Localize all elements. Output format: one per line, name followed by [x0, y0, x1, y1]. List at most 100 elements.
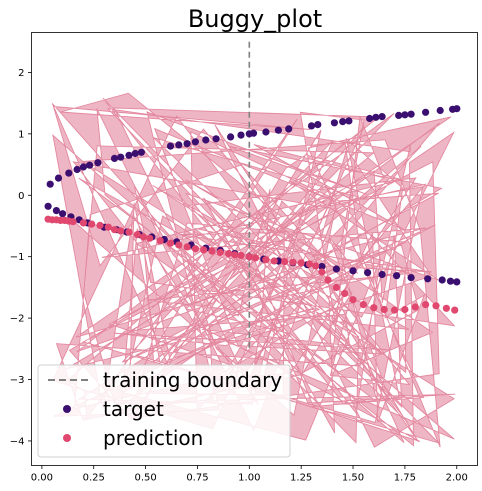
x-tick-label-8: 2.00 [446, 473, 468, 484]
prediction-point-27 [237, 252, 244, 259]
prediction-point-49 [432, 302, 439, 309]
target-point-16 [202, 136, 209, 143]
prediction-point-25 [225, 250, 232, 257]
target-point-65 [364, 269, 371, 276]
prediction-point-47 [412, 303, 419, 310]
prediction-point-11 [111, 226, 118, 233]
prediction-point-8 [88, 221, 95, 228]
x-tick-label-2: 0.50 [134, 473, 156, 484]
x-tick-label-4: 1.00 [238, 473, 260, 484]
target-point-39 [453, 105, 460, 112]
target-point-12 [167, 143, 174, 150]
prediction-point-13 [125, 229, 132, 236]
prediction-point-43 [370, 304, 377, 311]
target-point-25 [308, 122, 315, 129]
prediction-point-9 [96, 222, 103, 229]
target-point-42 [59, 210, 66, 217]
prediction-point-48 [422, 301, 429, 308]
y-tick-label-6: −4 [10, 436, 25, 447]
legend-boundary-label: training boundary [103, 368, 282, 392]
target-point-6 [94, 159, 101, 166]
legend-prediction-label: prediction [103, 426, 203, 450]
prediction-point-50 [443, 305, 450, 312]
target-point-27 [331, 119, 338, 126]
x-tick-label-3: 0.75 [186, 473, 208, 484]
legend-target-label: target [103, 397, 164, 421]
prediction-point-19 [175, 241, 182, 248]
target-point-36 [422, 109, 429, 116]
prediction-point-18 [167, 240, 174, 247]
target-point-63 [333, 265, 340, 272]
prediction-point-24 [217, 249, 224, 256]
prediction-point-23 [208, 248, 215, 255]
prediction-point-33 [289, 259, 296, 266]
prediction-point-12 [117, 227, 124, 234]
x-tick-label-5: 1.25 [290, 473, 312, 484]
legend-target-swatch [63, 405, 71, 413]
target-point-28 [339, 118, 346, 125]
prediction-point-30 [262, 256, 269, 263]
target-point-1 [55, 175, 62, 182]
prediction-point-41 [349, 296, 356, 303]
prediction-point-37 [318, 268, 325, 275]
target-point-3 [74, 166, 81, 173]
x-tick-label-0: 0.00 [31, 473, 53, 484]
prediction-point-51 [451, 307, 458, 314]
prediction-point-29 [252, 254, 259, 261]
prediction-point-26 [231, 251, 238, 258]
target-point-41 [53, 207, 60, 214]
target-point-67 [393, 272, 400, 279]
y-tick-label-2: 0 [18, 191, 24, 202]
x-tick-label-1: 0.25 [83, 473, 105, 484]
legend-prediction-swatch [63, 434, 71, 442]
y-tick-label-0: 2 [18, 68, 24, 79]
target-point-18 [227, 133, 234, 140]
target-point-10 [132, 150, 139, 157]
target-point-17 [213, 135, 220, 142]
prediction-point-45 [391, 307, 398, 314]
target-point-26 [314, 121, 321, 128]
prediction-point-22 [200, 246, 207, 253]
target-point-68 [408, 274, 415, 281]
prediction-point-36 [312, 262, 319, 269]
target-point-30 [366, 115, 373, 122]
x-tick-label-6: 1.50 [342, 473, 364, 484]
target-point-19 [237, 132, 244, 139]
prediction-point-46 [401, 306, 408, 313]
prediction-point-31 [271, 257, 278, 264]
target-point-23 [275, 127, 282, 134]
prediction-point-44 [381, 306, 388, 313]
chart-title: Buggy_plot [188, 5, 322, 33]
legend: training boundary target prediction [38, 365, 290, 457]
prediction-point-42 [360, 301, 367, 308]
prediction-point-16 [146, 235, 153, 242]
target-point-9 [125, 152, 132, 159]
prediction-point-21 [192, 245, 199, 252]
y-tick-label-1: 1 [18, 129, 24, 140]
y-tick-label-5: −3 [10, 375, 25, 386]
target-point-24 [285, 125, 292, 132]
y-tick-label-4: −2 [10, 314, 25, 325]
prediction-point-14 [134, 231, 141, 238]
prediction-point-6 [69, 218, 76, 225]
prediction-point-15 [140, 233, 147, 240]
target-point-64 [349, 267, 356, 274]
target-point-4 [80, 163, 87, 170]
target-point-15 [192, 138, 199, 145]
target-point-5 [86, 162, 93, 169]
target-point-7 [111, 155, 118, 162]
prediction-point-39 [333, 284, 340, 291]
target-point-37 [437, 107, 444, 114]
target-point-31 [372, 114, 379, 121]
target-point-2 [65, 170, 72, 177]
prediction-point-20 [184, 243, 191, 250]
target-point-35 [408, 111, 415, 118]
target-point-40 [45, 203, 52, 210]
prediction-point-34 [298, 259, 305, 266]
prediction-point-40 [341, 290, 348, 297]
target-point-21 [250, 130, 257, 137]
target-point-22 [262, 128, 269, 135]
target-point-13 [175, 141, 182, 148]
